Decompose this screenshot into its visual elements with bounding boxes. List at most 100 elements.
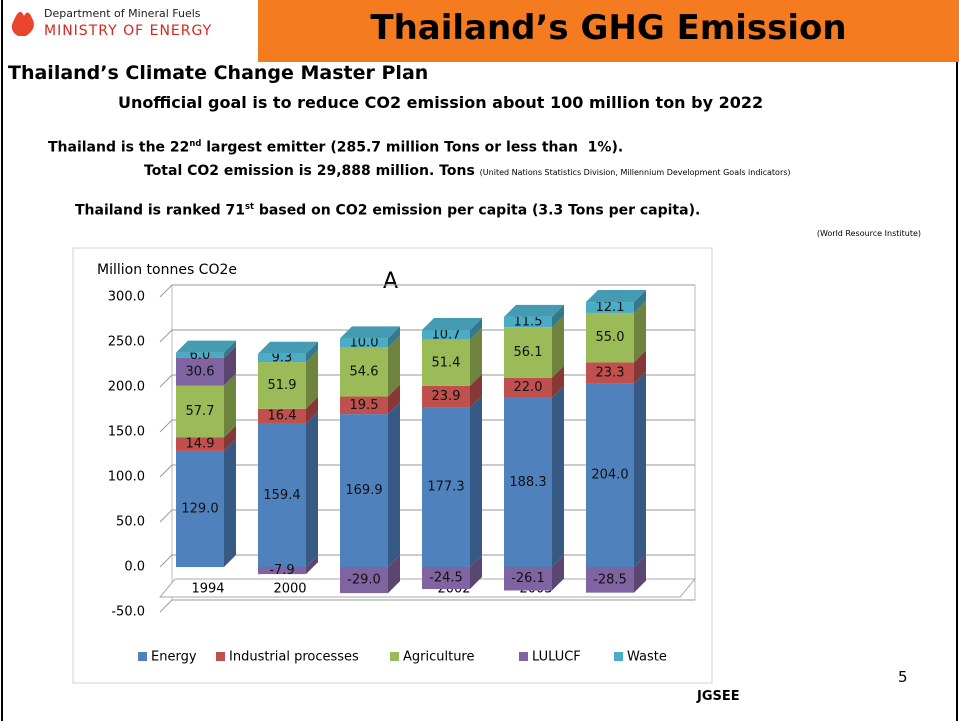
data-label: 23.3	[596, 365, 625, 380]
bar-side	[552, 555, 564, 591]
data-label: 23.9	[432, 389, 461, 404]
bar-segment	[258, 353, 306, 363]
annotation: A	[383, 269, 398, 294]
bar-segment	[422, 385, 470, 408]
bar-side	[470, 555, 482, 590]
text: Thailand is the 22	[48, 139, 190, 156]
data-label: -26.1	[511, 571, 545, 586]
y-tick-label: 0.0	[124, 560, 145, 575]
y-tick-label: 200.0	[108, 380, 145, 395]
bar-side	[388, 384, 400, 415]
bar-side	[634, 300, 646, 363]
x-tick-label: 1994	[191, 582, 224, 597]
bar-segment	[422, 339, 470, 386]
bar-segment	[340, 567, 388, 594]
legend-swatch	[614, 652, 623, 661]
bar-side	[634, 371, 646, 567]
bar-segment	[340, 396, 388, 415]
logo-text: Department of Mineral Fuels	[44, 7, 201, 20]
bar-side	[388, 555, 400, 594]
bar-top	[504, 304, 564, 317]
emitter: Thailand is the 22nd largest emitter (28…	[48, 138, 623, 156]
bar-side	[552, 385, 564, 567]
bar-side	[306, 411, 318, 567]
bar-side	[470, 318, 482, 340]
bar-side	[552, 315, 564, 378]
y-tick-label: 150.0	[108, 425, 145, 440]
y-tick-label: -50.0	[111, 605, 145, 620]
bar-side	[224, 438, 236, 567]
bar-segment	[176, 352, 224, 359]
data-label: 51.4	[432, 355, 461, 370]
bar-segment	[586, 302, 634, 313]
x-tick-label: 2000	[273, 582, 306, 597]
bar-segment	[504, 567, 552, 591]
grid-line	[159, 599, 695, 613]
data-label: -24.5	[429, 571, 463, 586]
legend-label: Energy	[151, 650, 197, 665]
bar-segment	[258, 567, 306, 575]
superscript: st	[245, 201, 255, 211]
legend-swatch	[390, 652, 399, 661]
bar-side	[306, 341, 318, 363]
data-label: 14.9	[186, 437, 215, 452]
bar-segment	[422, 330, 470, 340]
ranked: Thailand is ranked 71st based on CO2 emi…	[75, 201, 700, 219]
bar-side	[470, 395, 482, 567]
title-bar	[258, 0, 959, 62]
logo-icon	[11, 11, 34, 36]
data-label: -28.5	[593, 572, 627, 587]
data-label: 10.0	[350, 335, 379, 350]
data-label: 159.4	[263, 488, 300, 503]
bar-side	[224, 346, 236, 386]
page-number: 5	[898, 668, 908, 686]
bar-segment	[586, 362, 634, 384]
bar-top	[586, 290, 646, 303]
data-label: 129.0	[181, 501, 218, 516]
data-label: 16.4	[268, 409, 297, 424]
y-tick-label: 100.0	[108, 470, 145, 485]
y-tick-label: 50.0	[116, 515, 145, 530]
bar-segment	[586, 312, 634, 363]
total: Total CO2 emission is 29,888 million. To…	[144, 163, 791, 179]
bar-segment	[176, 358, 224, 386]
bar-top	[340, 326, 400, 339]
heading: Thailand’s Climate Change Master Plan	[8, 62, 429, 84]
bar-segment	[422, 567, 470, 590]
bar-segment	[504, 327, 552, 378]
data-label: 204.0	[591, 468, 628, 483]
bar-side	[552, 304, 564, 328]
data-label: 56.1	[514, 345, 543, 360]
goal: Unofficial goal is to reduce CO2 emissio…	[118, 93, 764, 112]
data-label: -7.9	[269, 563, 294, 578]
data-label: 55.0	[596, 330, 625, 345]
text: Total CO2 emission is 29,888 million. To…	[144, 163, 475, 179]
bar-segment	[258, 408, 306, 424]
legend-swatch	[138, 652, 147, 661]
bar-segment	[258, 362, 306, 409]
y-tick-label: 250.0	[108, 335, 145, 350]
data-label: 9.3	[272, 350, 293, 365]
bar-side	[306, 350, 318, 409]
data-label: 22.0	[514, 380, 543, 395]
bar-segment	[176, 450, 224, 567]
bar-side	[552, 365, 564, 398]
bar-side	[634, 555, 646, 593]
data-label: 188.3	[509, 475, 546, 490]
legend-label: Industrial processes	[229, 650, 359, 665]
bar-side	[224, 425, 236, 451]
data-label: 19.5	[350, 398, 379, 413]
y-tick-label: 300.0	[108, 290, 145, 305]
bar-side	[388, 326, 400, 348]
bar-side	[388, 402, 400, 567]
text: based on CO2 emission per capita (3.3 To…	[254, 202, 701, 219]
bar-segment	[504, 377, 552, 398]
legend-swatch	[216, 652, 225, 661]
bar-side	[634, 290, 646, 313]
data-label: 12.1	[596, 300, 625, 315]
bar-segment	[586, 567, 634, 593]
bar-side	[470, 327, 482, 386]
source: (World Resource Institute)	[816, 229, 921, 238]
data-label: 177.3	[427, 480, 464, 495]
bar-side	[224, 373, 236, 438]
